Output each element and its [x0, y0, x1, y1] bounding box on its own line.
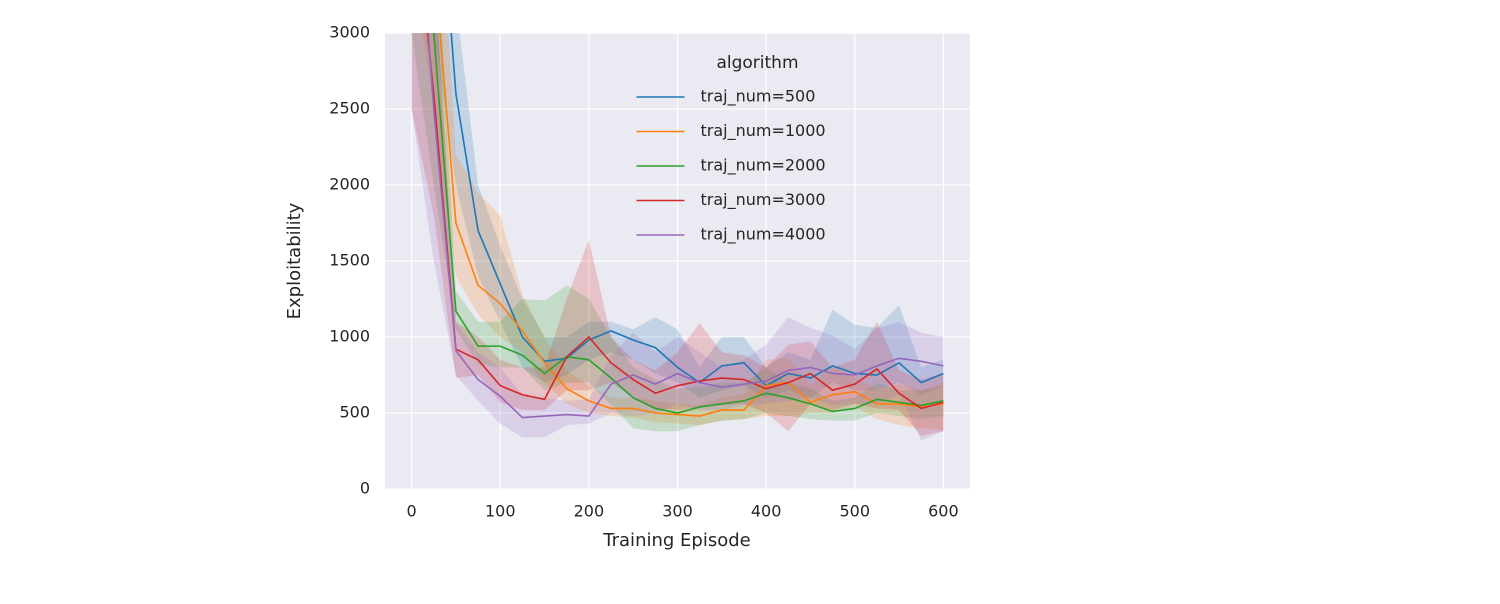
legend-label: traj_num=2000 [701, 156, 826, 176]
confidence-band [411, 33, 944, 432]
x-tick-label: 0 [406, 502, 416, 521]
line [432, 33, 944, 414]
confidence-band [411, 33, 944, 436]
confidence-band [411, 33, 944, 441]
legend-label: traj_num=1000 [701, 121, 826, 141]
y-tick-label: 500 [339, 403, 370, 422]
y-tick-label: 2000 [329, 175, 370, 194]
y-tick-label: 1500 [329, 251, 370, 270]
legend-label: traj_num=500 [701, 87, 816, 107]
x-tick-label: 500 [839, 502, 870, 521]
line [426, 33, 944, 410]
x-axis-label: Training Episode [602, 530, 750, 551]
x-tick-label: 300 [662, 502, 693, 521]
legend-label: traj_num=4000 [701, 225, 826, 245]
y-tick-label: 3000 [329, 23, 370, 42]
x-tick-label: 100 [485, 502, 516, 521]
legend-label: traj_num=3000 [701, 190, 826, 210]
line [450, 33, 944, 387]
y-tick-label: 0 [360, 479, 370, 498]
x-tick-label: 600 [928, 502, 959, 521]
x-tick-label: 200 [574, 502, 605, 521]
y-tick-label: 1000 [329, 327, 370, 346]
line [439, 33, 944, 417]
legend-title: algorithm [716, 53, 798, 73]
y-axis-label: Exploitability [284, 202, 305, 319]
x-tick-label: 400 [751, 502, 782, 521]
confidence-band [422, 33, 944, 430]
line [427, 33, 944, 419]
y-tick-label: 2500 [329, 99, 370, 118]
